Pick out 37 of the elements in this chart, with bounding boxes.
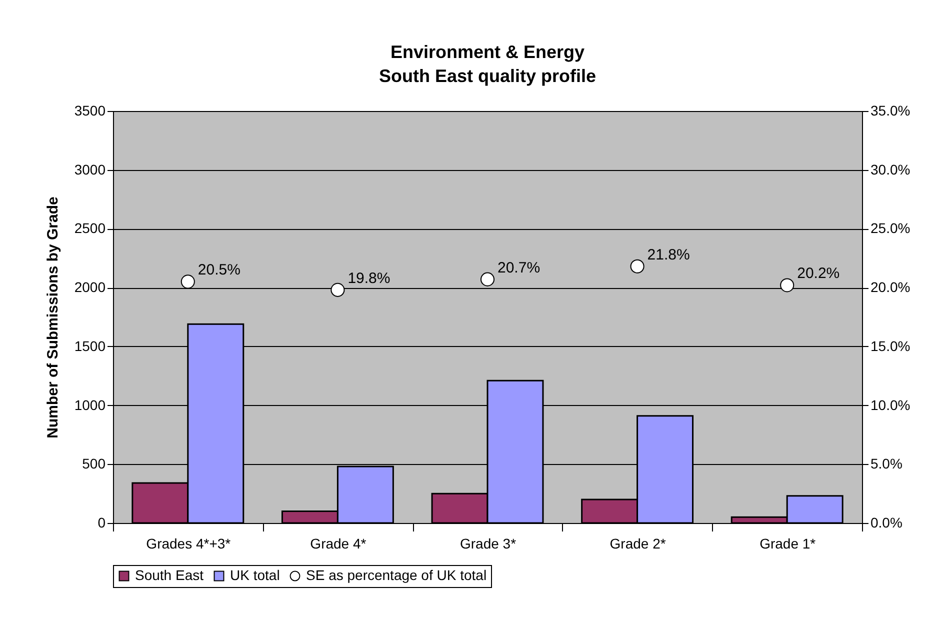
x-tick-label: Grade 2* — [610, 536, 666, 552]
y-axis-title: Number of Submissions by Grade — [44, 196, 62, 438]
y2-tick-label: 35.0% — [870, 102, 910, 118]
y2-tick-label: 20.0% — [870, 279, 910, 296]
y2-tick-label: 5.0% — [870, 456, 902, 472]
legend-label: SE as percentage of UK total — [306, 567, 487, 583]
y2-tick-label: 15.0% — [870, 338, 910, 354]
point — [780, 278, 794, 292]
y-tick-label: 3500 — [74, 102, 106, 118]
y2-tick-label: 0.0% — [870, 514, 902, 530]
data-label: 20.7% — [498, 259, 540, 276]
y-tick-label: 3000 — [74, 161, 106, 178]
x-tick-label: Grades 4*+3* — [146, 536, 232, 552]
data-label: 20.5% — [198, 262, 240, 279]
data-label: 21.8% — [647, 246, 690, 264]
point — [180, 274, 195, 289]
point — [630, 259, 644, 274]
y2-tick-label: 25.0% — [870, 220, 910, 236]
x-tick-label: Grade 4* — [310, 536, 367, 552]
legend-label: South East — [135, 567, 204, 583]
point — [480, 272, 495, 286]
data-label: 20.2% — [797, 265, 840, 282]
x-tick-label: Grade 1* — [760, 536, 816, 552]
y2-tick-label: 30.0% — [870, 161, 910, 178]
point — [330, 282, 345, 297]
y2-tick-label: 10.0% — [870, 396, 910, 413]
x-tick-label: Grade 3* — [460, 536, 517, 552]
legend-label: UK total — [230, 567, 280, 583]
y-tick-label: 2000 — [74, 279, 106, 296]
y-tick-label: 0 — [98, 514, 106, 530]
y-tick-label: 1000 — [74, 396, 106, 413]
chart-title: Environment & Energy — [390, 42, 585, 62]
y-tick-label: 2500 — [74, 220, 106, 236]
y-tick-label: 1500 — [74, 338, 106, 354]
data-label: 19.8% — [348, 270, 390, 287]
y-tick-label: 500 — [82, 456, 106, 472]
chart-subtitle: South East quality profile — [378, 66, 596, 86]
